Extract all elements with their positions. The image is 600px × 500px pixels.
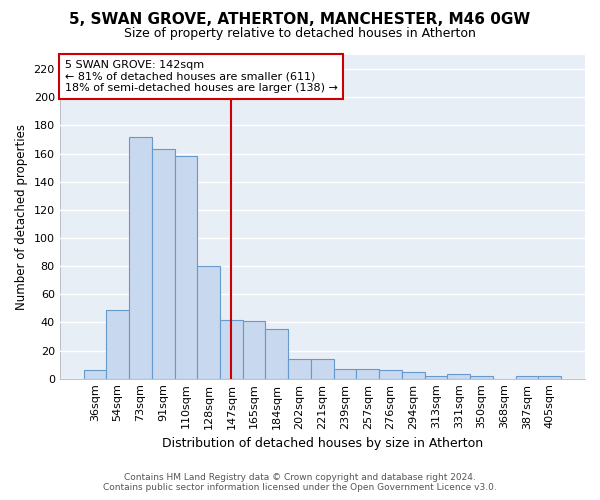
Bar [334, 369, 356, 378]
Y-axis label: Number of detached properties: Number of detached properties [15, 124, 28, 310]
Bar [129, 136, 152, 378]
Bar [356, 369, 379, 378]
Bar [83, 370, 106, 378]
Bar [470, 376, 493, 378]
Bar [265, 330, 288, 378]
Bar [402, 372, 425, 378]
Bar [197, 266, 220, 378]
X-axis label: Distribution of detached houses by size in Atherton: Distribution of detached houses by size … [162, 437, 483, 450]
Text: Contains HM Land Registry data © Crown copyright and database right 2024.
Contai: Contains HM Land Registry data © Crown c… [103, 473, 497, 492]
Text: 5 SWAN GROVE: 142sqm
← 81% of detached houses are smaller (611)
18% of semi-deta: 5 SWAN GROVE: 142sqm ← 81% of detached h… [65, 60, 338, 93]
Bar [515, 376, 538, 378]
Bar [288, 359, 311, 378]
Bar [425, 376, 448, 378]
Bar [448, 374, 470, 378]
Text: 5, SWAN GROVE, ATHERTON, MANCHESTER, M46 0GW: 5, SWAN GROVE, ATHERTON, MANCHESTER, M46… [70, 12, 530, 28]
Bar [106, 310, 129, 378]
Bar [243, 321, 265, 378]
Bar [220, 320, 243, 378]
Bar [152, 150, 175, 378]
Text: Size of property relative to detached houses in Atherton: Size of property relative to detached ho… [124, 28, 476, 40]
Bar [175, 156, 197, 378]
Bar [311, 359, 334, 378]
Bar [379, 370, 402, 378]
Bar [538, 376, 561, 378]
